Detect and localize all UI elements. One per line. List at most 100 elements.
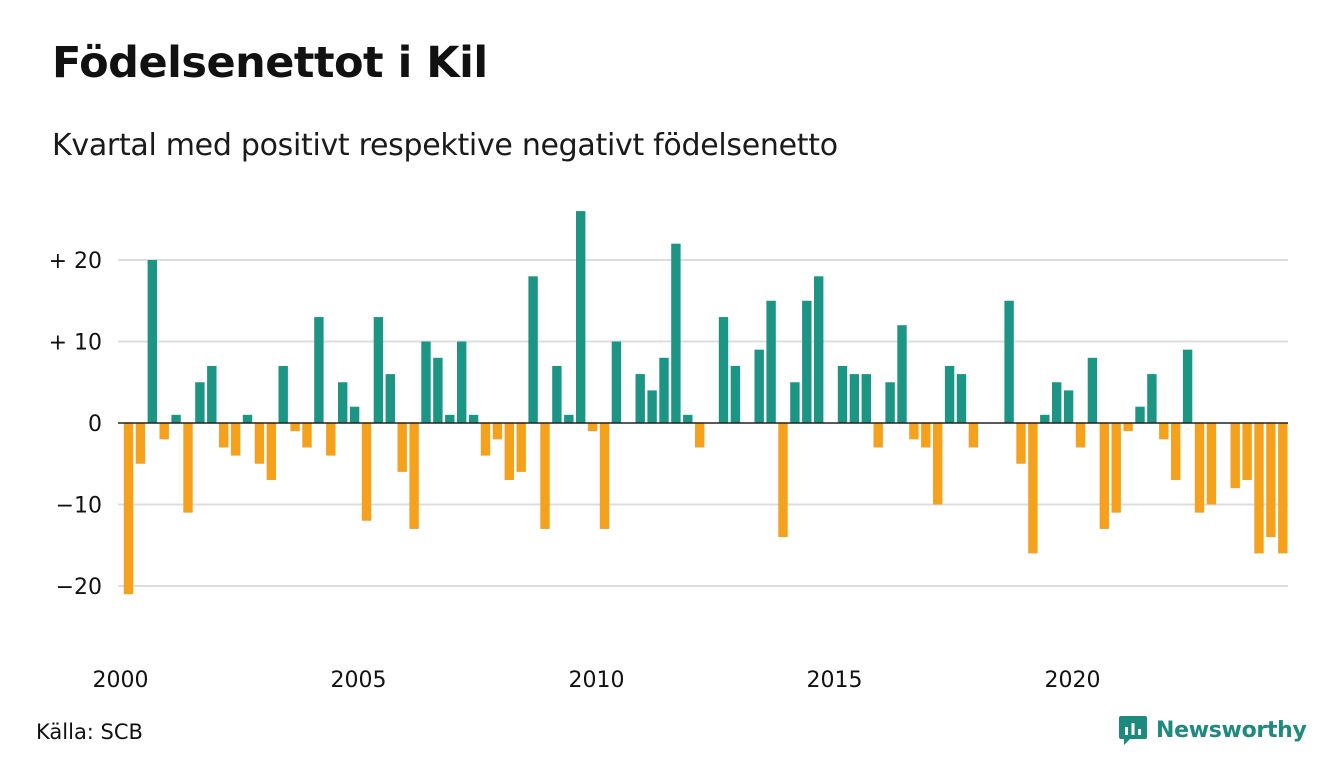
- bar-negative: [230, 423, 241, 456]
- chart-title: Födelsenettot i Kil: [52, 38, 488, 88]
- bar-negative: [909, 423, 919, 440]
- bar-positive: [885, 382, 895, 423]
- chart-subtitle: Kvartal med positivt respektive negativt…: [52, 128, 838, 163]
- bar-negative: [302, 423, 312, 448]
- y-tick-label: + 10: [49, 331, 102, 356]
- bar-negative: [480, 423, 491, 456]
- bar-negative: [123, 423, 134, 595]
- bar-positive: [1147, 374, 1157, 423]
- newsworthy-icon: [1119, 716, 1147, 745]
- bar-negative: [921, 423, 931, 448]
- bar-negative: [540, 423, 550, 529]
- bar-negative: [361, 423, 372, 521]
- gridlines: [118, 259, 1288, 587]
- bar-positive: [528, 276, 538, 423]
- bar-negative: [1016, 423, 1026, 464]
- bar-negative: [1194, 423, 1205, 513]
- bar-positive: [683, 414, 693, 423]
- bar-negative: [1230, 423, 1240, 489]
- bar-negative: [1028, 423, 1038, 554]
- bar-positive: [718, 317, 729, 423]
- bar-positive: [790, 382, 800, 423]
- bar-positive: [421, 341, 431, 423]
- bar-positive: [611, 341, 622, 423]
- bar-negative: [1254, 423, 1264, 554]
- bar-positive: [195, 382, 205, 423]
- bar-negative: [1242, 423, 1252, 481]
- bar-negative: [159, 423, 169, 440]
- bar-negative: [1099, 423, 1109, 529]
- bar-negative: [254, 423, 265, 464]
- bar-positive: [564, 414, 574, 423]
- bar-positive: [1040, 414, 1050, 423]
- bar-negative: [1075, 423, 1086, 448]
- bar-positive: [1004, 300, 1014, 423]
- bar-positive: [433, 357, 443, 423]
- bar-positive: [956, 374, 967, 423]
- bar-negative: [516, 423, 526, 472]
- bar-negative: [873, 423, 883, 448]
- bar-positive: [552, 365, 562, 423]
- source-note: Källa: SCB: [36, 720, 143, 744]
- bar-negative: [933, 423, 943, 505]
- bar-positive: [373, 317, 384, 423]
- bar-positive: [659, 357, 669, 423]
- bar-negative: [695, 423, 705, 448]
- bar-positive: [849, 374, 860, 423]
- x-tick-label: 2015: [807, 668, 863, 693]
- y-tick-label: −20: [56, 575, 102, 600]
- bar-negative: [290, 423, 300, 432]
- bar-positive: [814, 276, 824, 423]
- bar-positive: [766, 300, 776, 423]
- bar-negative: [1159, 423, 1169, 440]
- bar-positive: [278, 365, 288, 423]
- bar-positive: [314, 317, 324, 423]
- bar-positive: [944, 365, 955, 423]
- bar-negative: [135, 423, 146, 464]
- bar-positive: [1182, 349, 1193, 423]
- bar-negative: [326, 423, 336, 456]
- bar-negative: [968, 423, 979, 448]
- bar-positive: [468, 414, 479, 423]
- bar-positive: [457, 341, 467, 423]
- x-axis-ticks: 2000 2005 2010 2015 2020: [93, 668, 1101, 693]
- bar-positive: [754, 349, 764, 423]
- bar-negative: [778, 423, 788, 538]
- bar-positive: [861, 374, 871, 423]
- bar-positive: [802, 300, 812, 423]
- bar-negative: [599, 423, 610, 529]
- bar-positive: [1135, 406, 1145, 423]
- bar-positive: [338, 382, 348, 423]
- bar-negative: [1123, 423, 1133, 432]
- bar-positive: [349, 406, 360, 423]
- bar-positive: [242, 414, 253, 423]
- y-tick-label: 0: [88, 412, 102, 437]
- bar-negative: [1111, 423, 1121, 513]
- x-tick-label: 2000: [93, 668, 149, 693]
- y-axis-ticks: + 20 + 10 0 −10 −20: [49, 249, 102, 600]
- bar-positive: [897, 325, 907, 423]
- bar-negative: [587, 423, 598, 432]
- bars: [123, 211, 1288, 595]
- bar-negative: [1278, 423, 1288, 554]
- y-tick-label: −10: [56, 494, 102, 519]
- bar-positive: [647, 390, 657, 423]
- bar-negative: [504, 423, 514, 481]
- bar-positive: [147, 260, 157, 423]
- bar-positive: [1052, 382, 1062, 423]
- bar-positive: [635, 374, 645, 423]
- bar-negative: [1206, 423, 1217, 505]
- bar-negative: [219, 423, 229, 448]
- bar-negative: [266, 423, 276, 481]
- bar-negative: [492, 423, 503, 440]
- x-tick-label: 2020: [1045, 668, 1101, 693]
- newsworthy-logo[interactable]: Newsworthy: [1118, 714, 1307, 746]
- bar-positive: [837, 365, 848, 423]
- bar-positive: [445, 414, 455, 423]
- bar-positive: [207, 365, 217, 423]
- bar-negative: [1171, 423, 1181, 481]
- bar-negative: [183, 423, 193, 513]
- bar-positive: [171, 414, 181, 423]
- y-tick-label: + 20: [49, 249, 102, 274]
- x-tick-label: 2005: [331, 668, 387, 693]
